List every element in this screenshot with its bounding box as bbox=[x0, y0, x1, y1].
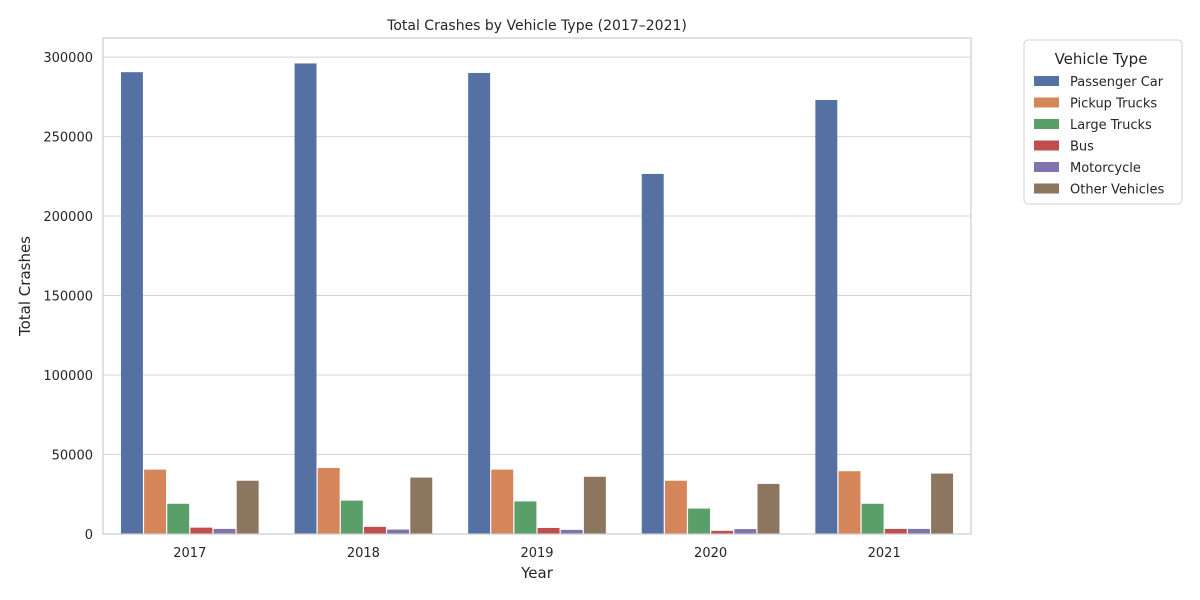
x-axis-title: Year bbox=[520, 564, 554, 582]
legend: Vehicle Type Passenger Car Pickup Trucks L… bbox=[1023, 39, 1183, 205]
legend-frame bbox=[1023, 39, 1183, 205]
bar-pickup-trucks-2021 bbox=[838, 471, 861, 534]
legend-label: Passenger Car bbox=[1070, 75, 1164, 90]
legend-label: Large Trucks bbox=[1070, 118, 1152, 133]
y-tick-label: 150000 bbox=[43, 290, 93, 305]
bar-motorcycle-2021 bbox=[907, 528, 930, 534]
x-tick-labels: 2017 2018 2019 2020 2021 bbox=[173, 546, 900, 561]
bar-motorcycle-2017 bbox=[213, 528, 236, 534]
bar-large-trucks-2017 bbox=[167, 503, 190, 534]
bar-pickup-trucks-2017 bbox=[144, 469, 167, 534]
y-tick-label: 300000 bbox=[43, 51, 93, 66]
bar-large-trucks-2019 bbox=[514, 501, 537, 534]
legend-swatch bbox=[1034, 97, 1059, 108]
y-tick-label: 250000 bbox=[43, 131, 93, 146]
legend-label: Pickup Trucks bbox=[1070, 97, 1157, 112]
x-tick-label: 2021 bbox=[868, 546, 901, 561]
bar-other-vehicles-2021 bbox=[931, 473, 954, 534]
y-tick-label: 200000 bbox=[43, 210, 93, 225]
bar-large-trucks-2020 bbox=[688, 508, 710, 534]
legend-swatch bbox=[1034, 76, 1059, 86]
bar-passenger-car-2021 bbox=[815, 100, 838, 534]
bar-passenger-car-2020 bbox=[641, 173, 664, 534]
x-tick-label: 2017 bbox=[173, 546, 206, 561]
bar-bus-2021 bbox=[884, 528, 907, 534]
legend-title: Vehicle Type bbox=[1055, 50, 1148, 68]
bar-motorcycle-2019 bbox=[560, 529, 583, 534]
y-tick-label: 0 bbox=[85, 528, 93, 543]
bar-large-trucks-2018 bbox=[340, 500, 363, 534]
bar-large-trucks-2021 bbox=[861, 503, 884, 534]
y-axis-title: Total Crashes bbox=[16, 236, 34, 337]
bar-bus-2017 bbox=[190, 527, 213, 534]
y-tick-label: 50000 bbox=[52, 449, 93, 464]
x-tick-label: 2020 bbox=[694, 546, 727, 561]
legend-items: Passenger Car Pickup Trucks Large Trucks Bu… bbox=[1034, 75, 1165, 198]
bar-bus-2019 bbox=[537, 527, 560, 534]
legend-label: Motorcycle bbox=[1070, 161, 1141, 176]
legend-label: Bus bbox=[1070, 140, 1094, 155]
bar-pickup-trucks-2019 bbox=[491, 469, 514, 534]
bar-passenger-car-2017 bbox=[120, 72, 143, 534]
bar-pickup-trucks-2018 bbox=[317, 468, 340, 534]
bar-motorcycle-2018 bbox=[387, 529, 410, 534]
bar-passenger-car-2018 bbox=[294, 63, 317, 534]
bar-other-vehicles-2018 bbox=[410, 477, 433, 534]
y-tick-labels: 0 50000 100000 150000 200000 250000 300000 bbox=[43, 51, 93, 543]
legend-swatch bbox=[1034, 119, 1059, 129]
legend-swatch bbox=[1034, 183, 1059, 194]
y-tick-label: 100000 bbox=[43, 369, 93, 384]
plot-frame bbox=[102, 37, 972, 535]
legend-swatch bbox=[1034, 140, 1059, 151]
bar-bus-2018 bbox=[364, 526, 386, 534]
bar-other-vehicles-2019 bbox=[583, 476, 606, 534]
bar-bus-2020 bbox=[711, 530, 734, 534]
bars bbox=[120, 63, 954, 534]
legend-swatch bbox=[1034, 162, 1059, 172]
bar-motorcycle-2020 bbox=[734, 529, 757, 534]
x-tick-label: 2018 bbox=[347, 546, 380, 561]
chart-title: Total Crashes by Vehicle Type (2017–2021… bbox=[386, 18, 687, 34]
bar-other-vehicles-2020 bbox=[757, 483, 780, 534]
bar-pickup-trucks-2020 bbox=[664, 480, 687, 534]
legend-label: Other Vehicles bbox=[1070, 183, 1165, 198]
x-tick-label: 2019 bbox=[520, 546, 553, 561]
bar-other-vehicles-2017 bbox=[236, 480, 259, 534]
bar-passenger-car-2019 bbox=[468, 72, 491, 534]
